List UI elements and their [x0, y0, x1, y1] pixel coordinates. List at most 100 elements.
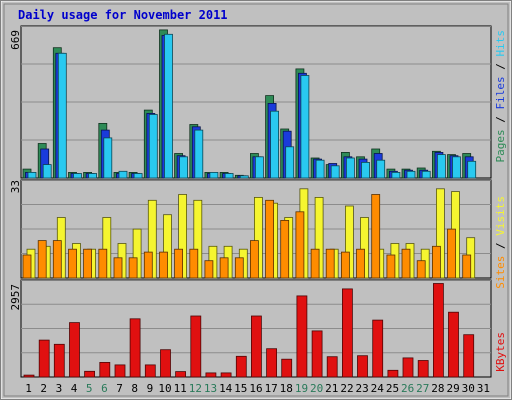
bar-sites-day-13: [204, 260, 214, 279]
bar-hits-day-30: [467, 160, 477, 179]
bar-sites-day-8: [128, 257, 138, 279]
bar-hits-day-11: [179, 156, 189, 179]
bar-hits-day-14: [224, 173, 234, 179]
bar-sites-day-3: [52, 240, 62, 279]
bar-kbytes-day-3: [53, 343, 65, 378]
bottom-panel-legend: KBytes: [494, 332, 507, 372]
bar-hits-day-27: [421, 170, 431, 179]
day-label-24: 24: [371, 382, 385, 395]
day-label-15: 15: [234, 382, 247, 395]
bar-hits-day-10: [164, 33, 173, 179]
legend-sep-2: /: [494, 56, 507, 77]
legend-files: Files: [494, 76, 507, 110]
bar-sites-day-5: [83, 248, 92, 279]
bar-sites-day-12: [189, 248, 199, 279]
bar-hits-day-17: [270, 110, 280, 179]
bar-hits-day-12: [194, 129, 204, 179]
bar-kbytes-day-24: [372, 319, 384, 378]
day-label-4: 4: [71, 382, 78, 395]
bar-kbytes-day-4: [69, 322, 80, 378]
bar-sites-day-1: [22, 254, 32, 279]
bar-kbytes-day-5: [84, 370, 95, 378]
day-label-29: 29: [446, 382, 459, 395]
bar-kbytes-day-25: [387, 369, 399, 378]
bar-sites-day-7: [113, 257, 123, 279]
bar-kbytes-day-27: [417, 360, 429, 378]
day-label-17: 17: [265, 382, 278, 395]
day-label-28: 28: [431, 382, 444, 395]
bar-hits-day-16: [254, 156, 264, 179]
bar-sites-day-10: [159, 251, 168, 279]
bar-sites-day-15: [234, 257, 244, 279]
bar-hits-day-26: [406, 170, 416, 179]
bar-kbytes-day-8: [129, 318, 141, 378]
top-panel-max-label: 669: [9, 30, 22, 50]
bar-hits-day-6: [103, 137, 113, 179]
bar-hits-day-1: [27, 171, 37, 179]
bar-kbytes-day-29: [448, 311, 459, 378]
day-label-31: 31: [477, 382, 490, 395]
legend-sep-3: /: [494, 235, 507, 256]
day-label-10: 10: [158, 382, 171, 395]
bar-sites-day-11: [174, 248, 184, 279]
bar-sites-day-19: [295, 211, 305, 279]
bar-kbytes-day-13: [205, 372, 217, 378]
day-label-14: 14: [219, 382, 233, 395]
legend-kbytes: KBytes: [494, 332, 507, 372]
day-label-3: 3: [56, 382, 63, 395]
bar-sites-day-23: [356, 248, 365, 279]
bar-hits-day-25: [391, 171, 401, 179]
bar-sites-day-16: [249, 240, 259, 279]
bar-kbytes-day-18: [281, 358, 293, 378]
bar-hits-day-29: [452, 156, 461, 179]
bar-kbytes-day-26: [402, 357, 414, 378]
bottom-panel-max-label: 2957: [9, 284, 22, 311]
bar-kbytes-day-14: [220, 372, 232, 378]
bar-sites-day-9: [143, 251, 153, 279]
day-label-21: 21: [325, 382, 338, 395]
day-label-26: 26: [401, 382, 414, 395]
legend-pages: Pages: [494, 129, 507, 163]
legend-visits: Visits: [494, 196, 507, 236]
bar-hits-day-22: [345, 157, 355, 179]
bar-hits-day-15: [239, 175, 249, 179]
visits-sites-panel: [20, 179, 492, 279]
bar-hits-day-8: [133, 173, 143, 179]
bar-hits-day-19: [300, 75, 310, 179]
middle-panel-legend: Sites / Visits: [494, 196, 507, 289]
day-label-27: 27: [416, 382, 429, 395]
bar-kbytes-day-12: [190, 315, 202, 378]
day-label-7: 7: [116, 382, 123, 395]
day-label-30: 30: [462, 382, 475, 395]
kbytes-panel: [20, 279, 492, 378]
bar-sites-day-4: [68, 248, 77, 279]
bar-hits-day-5: [88, 173, 97, 179]
bar-kbytes-day-19: [296, 295, 308, 378]
bar-hits-day-18: [285, 146, 295, 179]
day-label-13: 13: [204, 382, 217, 395]
bar-kbytes-day-20: [311, 330, 323, 378]
bar-sites-day-27: [416, 260, 426, 279]
day-label-20: 20: [310, 382, 323, 395]
bar-hits-day-21: [330, 165, 340, 179]
legend-hits: Hits: [494, 30, 507, 57]
day-label-25: 25: [386, 382, 399, 395]
bar-kbytes-day-30: [463, 334, 475, 378]
bar-sites-day-21: [325, 248, 335, 279]
bar-sites-day-18: [280, 219, 290, 279]
day-label-2: 2: [40, 382, 47, 395]
legend-sep-1: /: [494, 109, 507, 130]
bar-kbytes-day-6: [99, 361, 111, 378]
legend-sites: Sites: [494, 255, 507, 289]
bar-sites-day-22: [340, 251, 350, 279]
day-label-18: 18: [280, 382, 293, 395]
middle-panel-max-label: 33: [9, 180, 22, 194]
bar-sites-day-26: [401, 248, 411, 279]
bar-kbytes-day-16: [250, 315, 262, 378]
day-axis-labels: 1 2 3 4 5 6 7 8 9 10 11 12 13 14 15 16 17 18 19 20 21 22 23 24 2…: [25, 382, 490, 395]
top-panel-legend: Pages / Files / Hits: [494, 30, 507, 163]
bar-kbytes-day-15: [235, 355, 247, 378]
day-label-23: 23: [355, 382, 368, 395]
bar-hits-day-4: [73, 173, 82, 179]
